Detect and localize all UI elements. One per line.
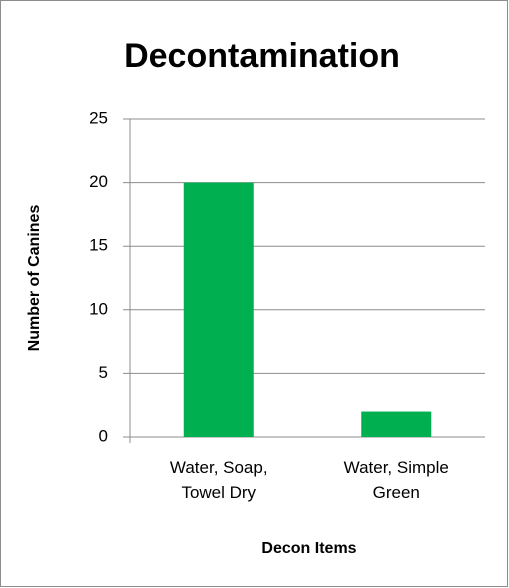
chart-title: Decontamination bbox=[124, 37, 400, 75]
y-axis-label: Number of Canines bbox=[26, 205, 43, 352]
x-tick-label: Water, Simple Green bbox=[343, 458, 449, 502]
y-tick-label: 10 bbox=[89, 299, 108, 318]
x-axis-label: Decon Items bbox=[261, 540, 356, 557]
bar bbox=[361, 411, 432, 437]
x-tick-label: Water, Soap, Towel Dry bbox=[169, 458, 268, 502]
y-tick-label: 0 bbox=[99, 426, 108, 445]
y-tick-label: 20 bbox=[89, 172, 108, 191]
x-tick-label-box: Water, Simple Green bbox=[343, 458, 449, 502]
y-tick-label: 25 bbox=[89, 108, 108, 127]
x-tick-label-box: Water, Soap, Towel Dry bbox=[169, 458, 268, 502]
y-tick-label: 15 bbox=[89, 236, 108, 255]
bar bbox=[183, 182, 254, 437]
y-tick-label: 5 bbox=[99, 363, 108, 382]
